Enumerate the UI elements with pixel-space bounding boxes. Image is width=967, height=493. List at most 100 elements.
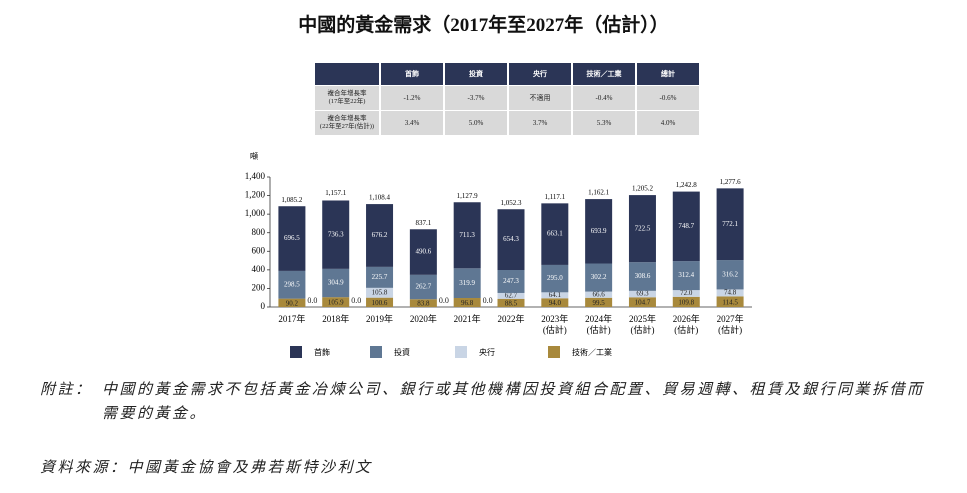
segment-label: 99.5 — [593, 299, 606, 307]
table-row: 複合年增長率 (17年至22年) -1.2% -3.7% 不適用 -0.4% -0.6% — [315, 86, 699, 110]
legend-swatch — [370, 346, 382, 358]
bar-segment — [278, 298, 306, 307]
bar-segment — [322, 297, 350, 307]
bar-segment — [585, 297, 613, 307]
segment-label: 262.7 — [415, 283, 431, 291]
segment-label: 319.9 — [459, 279, 475, 287]
segment-label: 696.5 — [284, 234, 300, 242]
segment-label: 83.8 — [417, 300, 430, 308]
total-label: 1,108.4 — [369, 194, 391, 202]
table-cell: -1.2% — [381, 86, 443, 110]
bar-segment — [453, 298, 481, 307]
header-cell: 總計 — [637, 63, 699, 85]
y-tick-label: 200 — [252, 282, 266, 292]
total-label: 1,052.3 — [501, 199, 523, 207]
legend-swatch — [548, 346, 560, 358]
total-label: 1,162.1 — [588, 189, 610, 197]
x-tick-label: 2024年 — [585, 313, 612, 324]
segment-label: 109.8 — [678, 299, 694, 307]
bar-segment — [672, 191, 700, 262]
header-cell: 投資 — [445, 63, 507, 85]
bar-segment — [366, 297, 394, 307]
y-tick-label: 800 — [252, 227, 266, 237]
bar-segment — [497, 292, 525, 299]
total-label: 1,127.9 — [457, 192, 479, 200]
source: 資料來源：中國黃金協會及弗若斯特沙利文 — [40, 460, 373, 476]
legend-label: 技術／工業 — [572, 347, 612, 357]
segment-label: 225.7 — [372, 273, 388, 281]
x-tick-label: 2023年 — [541, 313, 568, 324]
x-tick-label: 2021年 — [454, 313, 481, 324]
table-cell: -0.6% — [637, 86, 699, 110]
y-tick-label: 1,200 — [245, 190, 266, 200]
table-cell: 不適用 — [509, 86, 571, 110]
header-cell — [315, 63, 379, 85]
bar-segment — [716, 260, 744, 290]
y-tick-label: 400 — [252, 264, 266, 274]
table-cell: -3.7% — [445, 86, 507, 110]
bar-segment — [628, 297, 656, 307]
bar-segment — [716, 289, 744, 297]
total-label: 1,242.8 — [676, 181, 698, 189]
row-label: 複合年增長率 (22年至27年(估計)) — [315, 111, 379, 135]
y-unit: 噸 — [250, 151, 258, 161]
bar-segment — [322, 200, 350, 269]
segment-label: 105.9 — [328, 299, 344, 307]
segment-label: 94.0 — [549, 299, 562, 307]
bar-segment — [628, 290, 656, 298]
segment-label: 676.2 — [372, 231, 388, 239]
table-cell: 5.3% — [573, 111, 635, 135]
bar-segment — [366, 204, 394, 267]
table-cell: 3.7% — [509, 111, 571, 135]
bar-segment — [409, 299, 437, 307]
row-label-line: 複合年增長率 — [327, 115, 367, 122]
bar-segment — [278, 270, 306, 299]
bar-segment — [366, 266, 394, 288]
bar-segment — [628, 262, 656, 291]
total-label: 1,117.1 — [544, 193, 565, 201]
x-tick-sublabel: (估計) — [587, 324, 611, 335]
segment-label: 90.2 — [286, 299, 299, 307]
bar-segment — [585, 199, 613, 264]
segment-label: 295.0 — [547, 274, 563, 282]
segment-label: 64.1 — [549, 291, 562, 299]
bar-segment — [322, 268, 350, 298]
segment-label: 748.7 — [678, 222, 694, 230]
x-tick-label: 2025年 — [629, 313, 656, 324]
x-tick-label: 2017年 — [278, 313, 305, 324]
x-tick-label: 2018年 — [322, 313, 349, 324]
table-cell: -0.4% — [573, 86, 635, 110]
segment-label: 69.3 — [636, 290, 649, 298]
header-cell: 首飾 — [381, 63, 443, 85]
legend-swatch — [290, 346, 302, 358]
segment-label: 0.0 — [439, 296, 449, 305]
y-tick-label: 1,400 — [245, 171, 266, 181]
segment-label: 304.9 — [328, 279, 344, 287]
bar-segment — [541, 292, 569, 299]
segment-label: 88.5 — [505, 300, 518, 308]
bar-segment — [585, 291, 613, 298]
chart-title: 中國的黃金需求（2017年至2027年（估計）） — [298, 15, 669, 36]
total-label: 1,157.1 — [325, 189, 347, 197]
legend-label: 首飾 — [314, 347, 330, 357]
segment-label: 74.8 — [724, 289, 737, 297]
segment-label: 663.1 — [547, 230, 563, 238]
row-label-line: (22年至27年(估計)) — [319, 123, 375, 130]
segment-label: 104.7 — [635, 299, 651, 307]
segment-label: 316.2 — [722, 270, 738, 278]
x-tick-sublabel: (估計) — [718, 324, 742, 335]
legend-swatch — [455, 346, 467, 358]
segment-label: 308.6 — [635, 272, 651, 280]
header-cell: 央行 — [509, 63, 571, 85]
segment-label: 722.5 — [635, 224, 651, 232]
bar-segment — [453, 202, 481, 269]
table-row: 複合年增長率 (22年至27年(估計)) 3.4% 5.0% 3.7% 5.3% 4.0% — [315, 111, 699, 135]
table-cell: 5.0% — [445, 111, 507, 135]
segment-label: 66.6 — [593, 290, 606, 298]
y-tick-label: 0 — [261, 301, 266, 311]
bar-segment — [541, 203, 569, 265]
note: 附註： 中國的黃金需求不包括黃金冶煉公司、銀行或其他機構因投資組合配置、貿易週轉… — [40, 378, 940, 426]
y-tick-label: 1,000 — [245, 208, 266, 218]
total-label: 837.1 — [415, 219, 431, 227]
